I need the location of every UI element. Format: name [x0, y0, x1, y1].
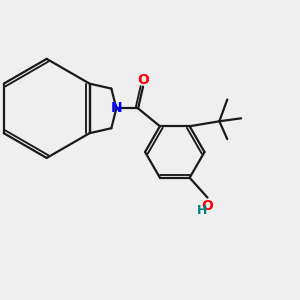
Text: H: H [197, 204, 208, 217]
Text: N: N [110, 101, 122, 116]
Text: O: O [202, 199, 213, 212]
Text: O: O [137, 73, 149, 87]
